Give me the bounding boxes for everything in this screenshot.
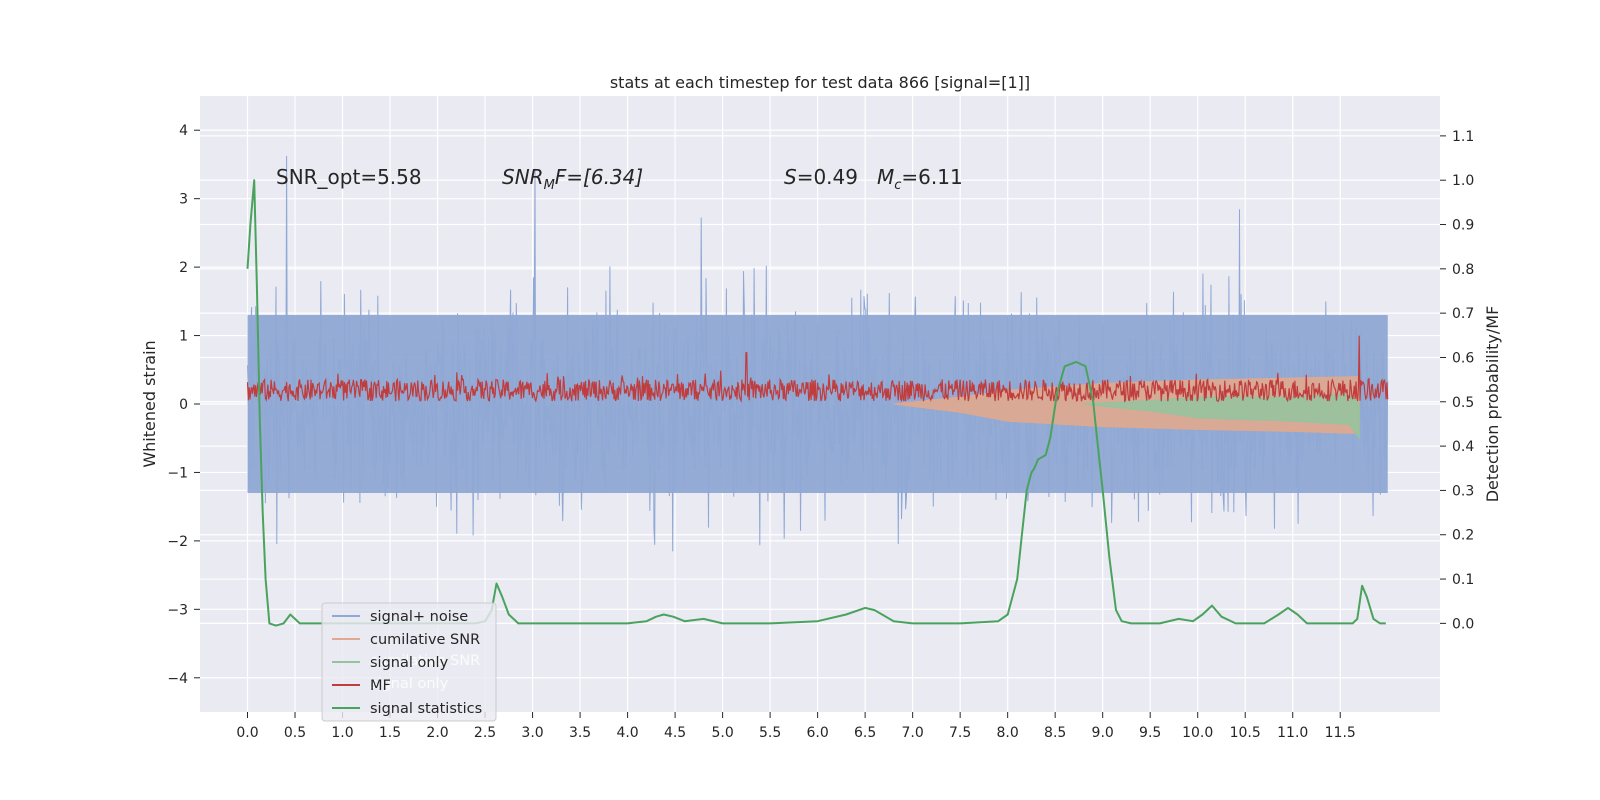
x-tick-label: 2.5 xyxy=(474,725,496,741)
legend-label-mf: MF xyxy=(370,678,391,694)
x-tick-label: 6.0 xyxy=(806,725,828,741)
x-tick-label: 6.5 xyxy=(854,725,876,741)
legend-label-signal-only: signal only xyxy=(370,655,449,671)
y2-tick-label: 0.0 xyxy=(1452,616,1474,632)
legend-ghost-label: cumilative SNR xyxy=(370,653,480,669)
y2-tick-label: 0.3 xyxy=(1452,483,1474,499)
y-tick-label: −1 xyxy=(167,465,188,481)
y-tick-label: −4 xyxy=(167,671,188,687)
x-tick-label: 0.0 xyxy=(236,725,258,741)
y2-tick-label: 1.0 xyxy=(1452,173,1474,189)
y-axis-label: Whitened strain xyxy=(140,340,159,467)
y-tick-label: 1 xyxy=(179,329,188,345)
y2-tick-label: 0.2 xyxy=(1452,528,1474,544)
y-tick-label: 2 xyxy=(179,260,188,276)
y-tick-label: 4 xyxy=(179,123,188,139)
x-tick-label: 8.5 xyxy=(1044,725,1066,741)
x-tick-label: 10.0 xyxy=(1182,725,1213,741)
x-tick-label: 10.5 xyxy=(1230,725,1261,741)
legend-label-signal-noise: signal+ noise xyxy=(370,609,468,625)
legend-box xyxy=(321,602,497,722)
y-tick-label: 3 xyxy=(179,192,188,208)
signal-only-band xyxy=(1083,393,1360,440)
y2-axis-label: Detection probability/MF xyxy=(1483,306,1502,503)
legend-label-signal-statistics: signal statistics xyxy=(370,701,482,717)
x-tick-label: 11.5 xyxy=(1325,725,1356,741)
x-tick-label: 0.5 xyxy=(284,725,306,741)
x-tick-label: 7.0 xyxy=(902,725,924,741)
x-tick-label: 8.0 xyxy=(997,725,1019,741)
x-tick-label: 7.5 xyxy=(949,725,971,741)
y2-tick-label: 0.5 xyxy=(1452,395,1474,411)
y-tick-label: −3 xyxy=(167,602,188,618)
plot-area xyxy=(246,155,1389,627)
y2-tick-label: 0.1 xyxy=(1452,572,1474,588)
chart-title: stats at each timestep for test data 866… xyxy=(610,73,1030,92)
annotation-snr-opt: SNR_opt=5.58 xyxy=(276,165,422,189)
x-axis: 0.0 0.5 1.0 1.5 2.0 2.5 3.0 3.5 4.0 4.5 5.0 5.5 6.0 6… xyxy=(236,712,1356,741)
y2-tick-label: 0.9 xyxy=(1452,218,1474,234)
y-axis-right: 0.0 0.1 0.2 0.3 0.4 0.5 0.6 0.7 0.8 0.9 1.0 1.1 xyxy=(1440,129,1474,632)
annotation-snr-mf: SNRMF=[6.34] xyxy=(502,165,643,193)
y2-tick-label: 0.6 xyxy=(1452,350,1474,366)
x-tick-label: 1.5 xyxy=(379,725,401,741)
y-tick-label: 0 xyxy=(179,397,188,413)
legend-label-cumulative-snr: cumilative SNR xyxy=(370,632,480,648)
x-tick-label: 3.0 xyxy=(521,725,543,741)
x-tick-label: 9.0 xyxy=(1092,725,1114,741)
annotation-s: S=0.49 xyxy=(784,165,858,189)
x-tick-label: 4.5 xyxy=(664,725,686,741)
x-tick-label: 11.0 xyxy=(1277,725,1308,741)
x-tick-label: 5.0 xyxy=(711,725,733,741)
x-tick-label: 2.0 xyxy=(426,725,448,741)
annotation-mc: Mc=6.11 xyxy=(877,165,963,193)
legend: cumilative SNR signal only signal+ noise… xyxy=(321,602,497,722)
y2-tick-label: 1.1 xyxy=(1452,129,1474,145)
y-tick-label: −2 xyxy=(167,534,188,550)
x-tick-label: 4.0 xyxy=(616,725,638,741)
legend-ghost-label: signal only xyxy=(370,676,449,692)
y2-tick-label: 0.8 xyxy=(1452,262,1474,278)
x-tick-label: 9.5 xyxy=(1139,725,1161,741)
x-tick-label: 5.5 xyxy=(759,725,781,741)
y2-tick-label: 0.7 xyxy=(1452,306,1474,322)
y2-tick-label: 0.4 xyxy=(1452,439,1474,455)
mf-line xyxy=(246,335,1389,403)
x-tick-label: 3.5 xyxy=(569,725,591,741)
x-tick-label: 1.0 xyxy=(331,725,353,741)
y-axis-left: −4 −3 −2 −1 0 1 2 3 4 xyxy=(167,123,200,687)
